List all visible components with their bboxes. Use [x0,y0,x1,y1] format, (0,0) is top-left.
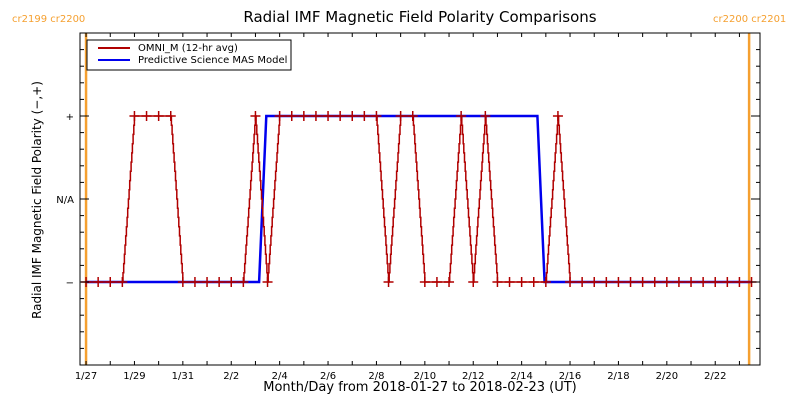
omni-data-point [202,277,213,287]
omni-data-point [686,277,697,287]
omni-data-point [274,111,285,121]
omni-data-point [347,111,358,121]
omni-data-point [613,277,624,287]
omni-data-point [323,111,334,121]
legend-label-mas: Predictive Science MAS Model [138,55,287,66]
omni-data-point [431,277,442,287]
omni-data-point [165,111,176,121]
omni-data-point [722,277,733,287]
omni-data-point [298,111,309,121]
x-tick-label: 1/29 [123,371,145,382]
y-tick-label: + [66,112,74,123]
omni-data-point [468,277,479,287]
omni-data-point [649,277,660,287]
omni-data-point [661,277,672,287]
omni-data-point [177,277,188,287]
x-axis-label: Month/Day from 2018-01-27 to 2018-02-23 … [263,380,576,395]
carrington-label-right: cr2200 cr2201 [713,14,786,25]
omni-data-point [698,277,709,287]
legend-label-omni: OMNI_M (12-hr avg) [138,43,238,54]
omni-data-point [250,111,261,121]
omni-data-point [226,277,237,287]
legend: OMNI_M (12-hr avg) Predictive Science MA… [86,39,292,71]
omni-data-point [734,277,745,287]
omni-data-point [492,277,503,287]
omni-data-point [480,111,491,121]
x-tick-label: 1/27 [75,371,97,382]
series-layer [81,111,757,287]
x-tick-label: 2/4 [272,371,288,382]
omni-data-point [419,277,430,287]
omni-data-point [444,277,455,287]
legend-box [86,39,292,71]
omni-data-point [637,277,648,287]
omni-data-point [238,277,249,287]
omni-line [86,115,752,283]
omni-data-point [286,111,297,121]
axes: 1/27 1/29 1/31 2/2 2/4 2/6 2/8 2/10 2/12 2/14 2/16… [56,32,761,382]
omni-data-point [117,277,128,287]
omni-data-point [335,111,346,121]
omni-data-point [577,277,588,287]
omni-data-point [456,111,467,121]
omni-data-point [540,277,551,287]
omni-data-point [395,111,406,121]
omni-data-point [371,111,382,121]
omni-data-point [359,111,370,121]
carrington-label-left: cr2199 cr2200 [12,14,85,25]
omni-data-point [129,111,140,121]
omni-data-point [565,277,576,287]
x-tick-label: 1/31 [172,371,194,382]
omni-data-point [504,277,515,287]
omni-data-point [153,111,164,121]
omni-data-point [625,277,636,287]
omni-data-point [516,277,527,287]
omni-data-point [552,111,563,121]
y-tick-label: N/A [56,195,74,206]
omni-data-point [383,277,394,287]
omni-data-point [528,277,539,287]
omni-data-point [589,277,600,287]
omni-data-point [673,277,684,287]
x-tick-label: 2/18 [607,371,629,382]
omni-data-point [93,277,104,287]
omni-data-point [214,277,225,287]
omni-data-point [189,277,200,287]
omni-data-point [601,277,612,287]
carrington-lines [84,33,751,365]
x-tick-label: 2/16 [559,371,581,382]
x-tick-label: 2/8 [368,371,384,382]
y-tick-label: − [66,278,74,289]
omni-data-point [407,111,418,121]
x-tick-label: 2/22 [704,371,726,382]
x-tick-label: 2/2 [223,371,239,382]
omni-data-point [262,277,273,287]
x-tick-label: 2/10 [414,371,436,382]
y-axis-label: Radial IMF Magnetic Field Polarity (−,+) [30,81,44,319]
omni-data-point [141,111,152,121]
omni-data-point [310,111,321,121]
omni-data-point [710,277,721,287]
chart-title: Radial IMF Magnetic Field Polarity Compa… [243,8,596,26]
x-tick-label: 2/20 [656,371,678,382]
x-tick-label: 2/12 [462,371,484,382]
x-tick-label: 2/14 [510,371,532,382]
x-tick-label: 2/6 [320,371,336,382]
omni-data-point [105,277,116,287]
